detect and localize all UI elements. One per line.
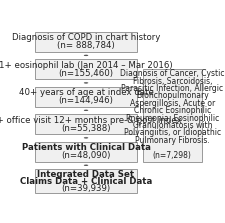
Text: Pneumonia, Eosinophilic: Pneumonia, Eosinophilic xyxy=(125,114,218,123)
Text: 40+ years of age at index date: 40+ years of age at index date xyxy=(18,88,153,97)
Text: (n= 888,784): (n= 888,784) xyxy=(57,41,115,50)
Text: (n=155,460): (n=155,460) xyxy=(58,69,113,78)
Text: Bronchopulmonary: Bronchopulmonary xyxy=(135,91,208,100)
Text: Fibrosis, Sarcoidosis,: Fibrosis, Sarcoidosis, xyxy=(132,76,211,86)
Text: Integrated Data Set: Integrated Data Set xyxy=(37,170,134,179)
Text: (n=144,946): (n=144,946) xyxy=(58,96,113,105)
Text: Claims Data + Clinical Data: Claims Data + Clinical Data xyxy=(20,177,151,186)
Text: Chronic Eosinophilic: Chronic Eosinophilic xyxy=(133,106,210,115)
Text: Parasitic Infection, Allergic: Parasitic Infection, Allergic xyxy=(121,84,222,93)
Text: Aspergillosis, Acute or: Aspergillosis, Acute or xyxy=(129,99,214,108)
Text: (n=7,298): (n=7,298) xyxy=(152,151,191,160)
FancyBboxPatch shape xyxy=(35,59,136,79)
FancyBboxPatch shape xyxy=(35,87,136,107)
Text: Polyangiitis, or Idiopathic: Polyangiitis, or Idiopathic xyxy=(123,128,220,138)
Text: (n=55,388): (n=55,388) xyxy=(61,124,110,133)
Text: 1+ office visit 12+ months pre-& post index: 1+ office visit 12+ months pre-& post in… xyxy=(0,116,181,125)
Text: Diagnosis of COPD in chart history: Diagnosis of COPD in chart history xyxy=(12,33,160,42)
FancyBboxPatch shape xyxy=(35,169,136,193)
Text: Diagnosis of Cancer, Cystic: Diagnosis of Cancer, Cystic xyxy=(119,69,224,78)
FancyBboxPatch shape xyxy=(35,142,136,161)
Text: Patients with Clinical Data: Patients with Clinical Data xyxy=(22,143,150,152)
Text: (n=48,090): (n=48,090) xyxy=(61,151,110,160)
FancyBboxPatch shape xyxy=(35,32,136,52)
FancyBboxPatch shape xyxy=(142,69,201,161)
FancyBboxPatch shape xyxy=(35,114,136,134)
Text: 1+ eosinophil lab (Jan 2014 – Mar 2016): 1+ eosinophil lab (Jan 2014 – Mar 2016) xyxy=(0,61,172,70)
Text: Granulomatosis with: Granulomatosis with xyxy=(132,121,211,130)
Text: (n=39,939): (n=39,939) xyxy=(61,184,110,193)
Text: Pulmonary Fibrosis.: Pulmonary Fibrosis. xyxy=(134,136,209,145)
